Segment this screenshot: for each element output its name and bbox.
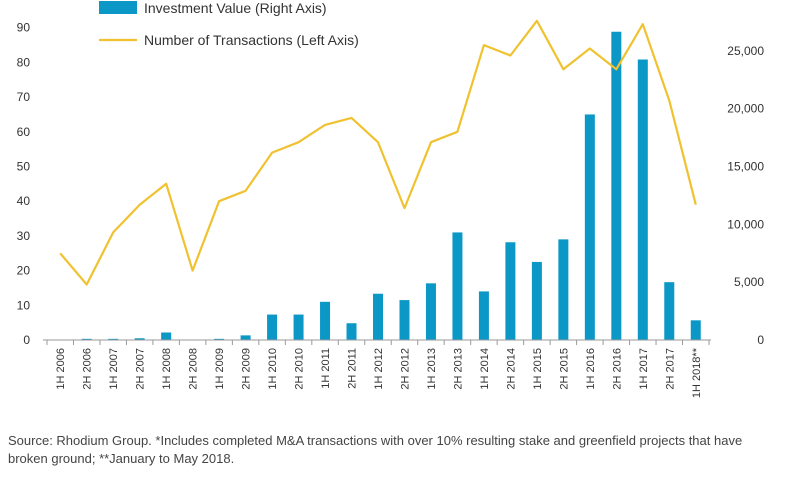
right-axis-tick-label: 0 xyxy=(757,333,764,347)
bar-investment-value xyxy=(81,338,92,340)
left-axis-tick-label: 40 xyxy=(17,194,31,208)
x-axis-tick-label: 2H 2014 xyxy=(505,348,517,390)
x-axis-tick-label: 1H 2009 xyxy=(214,348,226,390)
left-axis-tick-label: 0 xyxy=(23,333,30,347)
bar-investment-value xyxy=(134,338,145,340)
bar-investment-value xyxy=(452,232,463,340)
left-axis-tick-label: 70 xyxy=(17,90,31,104)
x-axis-tick-label: 1H 2012 xyxy=(373,348,385,390)
left-axis-tick-label: 60 xyxy=(17,125,31,139)
left-axis-tick-label: 90 xyxy=(17,21,31,35)
x-axis-tick-label: 2H 2007 xyxy=(135,348,147,390)
x-axis-tick-label: 1H 2014 xyxy=(479,348,491,390)
x-axis-tick-label: 1H 2006 xyxy=(55,348,67,390)
x-axis-tick-label: 1H 2015 xyxy=(532,348,544,390)
right-axis-tick-label: 25,000 xyxy=(727,44,764,58)
bar-investment-value xyxy=(240,335,251,340)
bar-investment-value xyxy=(399,300,410,340)
right-axis-tick-label: 15,000 xyxy=(727,160,764,174)
bar-investment-value xyxy=(161,332,172,340)
x-axis-tick-label: 1H 2010 xyxy=(267,348,279,390)
bar-investment-value xyxy=(108,338,119,340)
x-axis-tick-label: 2H 2008 xyxy=(188,348,200,390)
x-axis-tick-label: 1H 2017 xyxy=(638,348,650,390)
x-axis-tick-label: 2H 2016 xyxy=(611,348,623,390)
bar-investment-value xyxy=(637,59,648,341)
bar-investment-value xyxy=(478,291,489,340)
x-axis-tick-label: 2H 2017 xyxy=(664,348,676,390)
left-axis-tick-label: 80 xyxy=(17,55,31,69)
x-axis-tick-label: 2H 2010 xyxy=(294,348,306,390)
x-axis-tick-label: 1H 2007 xyxy=(108,348,120,390)
bar-investment-value xyxy=(690,320,701,340)
chart: 010203040506070809010005,00010,00015,000… xyxy=(17,0,765,398)
x-axis-tick-label: 1H 2018** xyxy=(691,347,703,398)
bar-investment-value xyxy=(214,338,225,340)
line-number-of-transactions xyxy=(59,19,697,286)
bar-investment-value xyxy=(425,283,436,340)
bar-investment-value xyxy=(267,314,278,340)
source-note: Source: Rhodium Group. *Includes complet… xyxy=(8,433,743,466)
x-axis-tick-label: 2H 2012 xyxy=(399,348,411,390)
x-axis-tick-label: 1H 2013 xyxy=(426,348,438,390)
right-axis-tick-label: 5,000 xyxy=(734,275,764,289)
left-axis-tick-label: 50 xyxy=(17,160,31,174)
x-axis-tick-label: 2H 2011 xyxy=(347,348,359,389)
x-axis-tick-label: 1H 2008 xyxy=(161,348,173,390)
x-axis-tick-label: 1H 2011 xyxy=(320,348,332,389)
x-axis-tick-label: 1H 2016 xyxy=(585,348,597,390)
bar-investment-value xyxy=(664,282,675,340)
x-axis-tick-label: 2H 2015 xyxy=(558,348,570,390)
bar-investment-value xyxy=(505,242,516,340)
bar-investment-value xyxy=(611,31,622,341)
bar-investment-value xyxy=(531,261,542,340)
bar-investment-value xyxy=(320,301,331,340)
left-axis-tick-label: 20 xyxy=(17,264,31,278)
x-axis-tick-label: 2H 2013 xyxy=(452,348,464,390)
left-axis-tick-label: 30 xyxy=(17,229,31,243)
bar-investment-value xyxy=(584,114,595,340)
right-axis-tick-label: 20,000 xyxy=(727,102,764,116)
bar-investment-value xyxy=(558,239,569,340)
legend-swatch-investment-value xyxy=(99,1,137,14)
bar-investment-value xyxy=(373,293,383,340)
bar-investment-value xyxy=(293,314,304,340)
right-axis-tick-label: 10,000 xyxy=(727,217,764,231)
x-axis-tick-label: 2H 2006 xyxy=(82,348,94,390)
legend-label-investment-value: Investment Value (Right Axis) xyxy=(144,0,327,16)
legend-label-number-of-transactions: Number of Transactions (Left Axis) xyxy=(144,32,359,48)
x-axis-tick-label: 2H 2009 xyxy=(241,348,253,390)
bar-investment-value xyxy=(346,323,357,340)
left-axis-tick-label: 10 xyxy=(17,298,31,312)
